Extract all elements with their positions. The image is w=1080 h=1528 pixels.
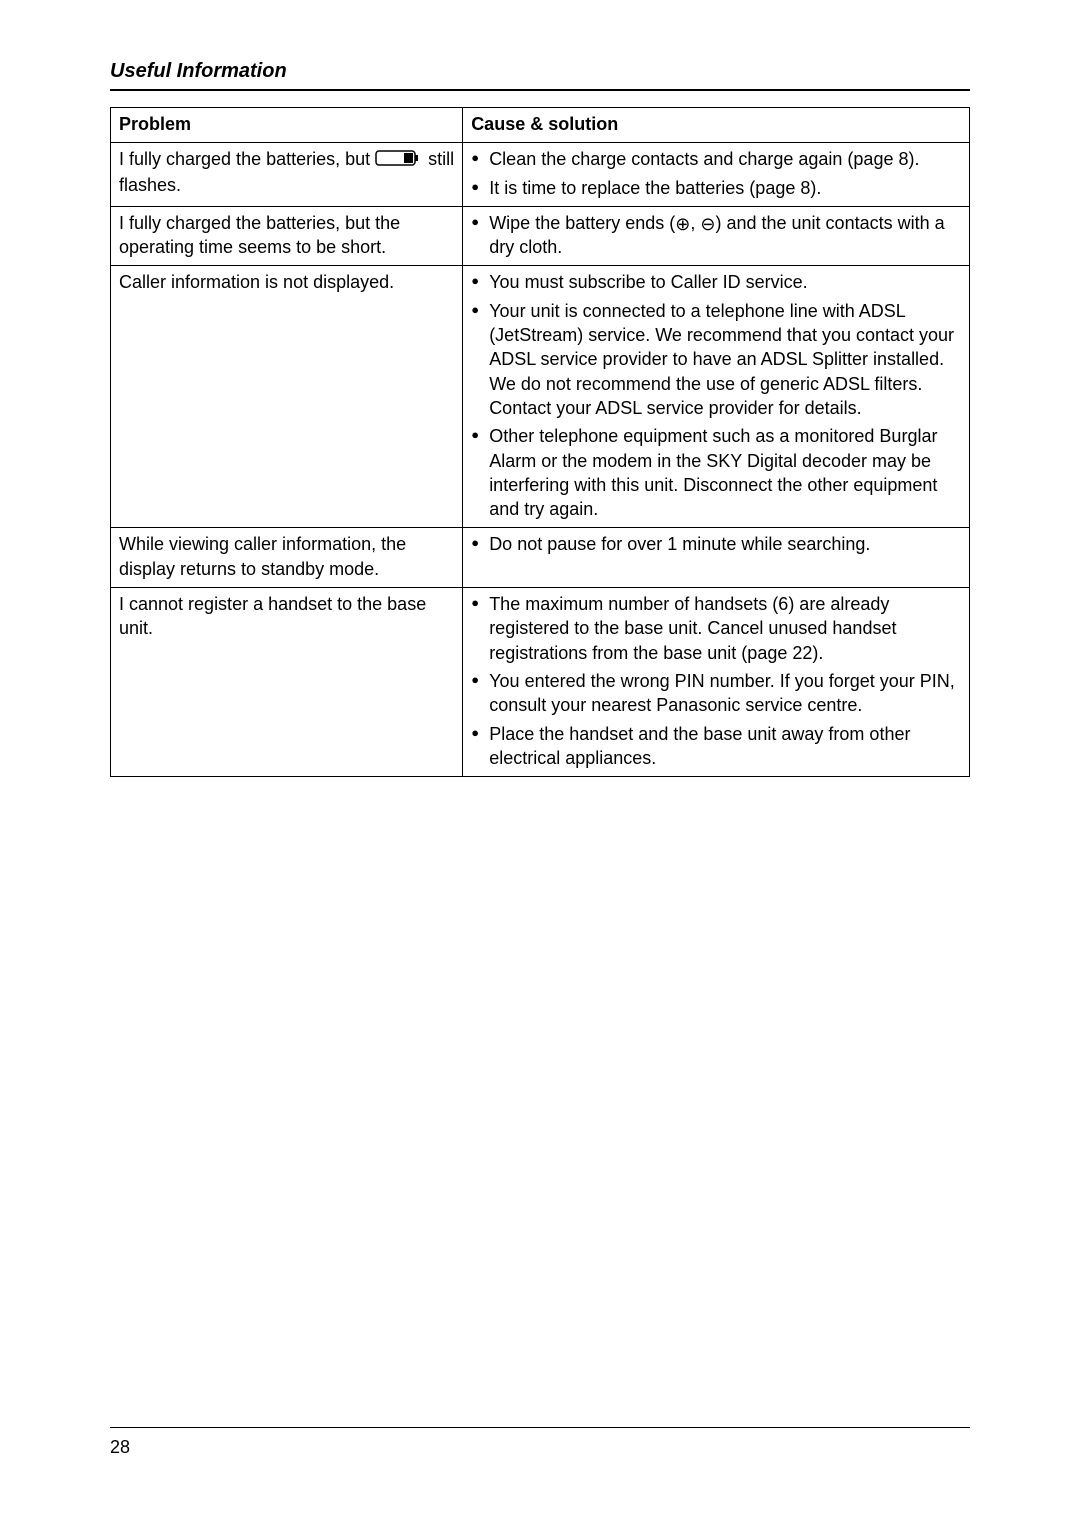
cause-text-prefix: Wipe the battery ends ( (489, 213, 675, 233)
table-row: I cannot register a handset to the base … (111, 588, 970, 777)
table-header-problem: Problem (111, 108, 463, 143)
cause-cell: Wipe the battery ends (⊕, ⊖) and the uni… (463, 206, 970, 266)
table-header-cause: Cause & solution (463, 108, 970, 143)
cause-item: It is time to replace the batteries (pag… (471, 176, 961, 200)
cause-item: Clean the charge contacts and charge aga… (471, 147, 961, 171)
cause-cell: You must subscribe to Caller ID service.… (463, 266, 970, 528)
cause-item: Other telephone equipment such as a moni… (471, 424, 961, 521)
cause-cell: Do not pause for over 1 minute while sea… (463, 528, 970, 588)
cause-item: Wipe the battery ends (⊕, ⊖) and the uni… (471, 211, 961, 260)
cause-text-mid: , (690, 213, 700, 233)
problem-cell: While viewing caller information, the di… (111, 528, 463, 588)
problem-cell: Caller information is not displayed. (111, 266, 463, 528)
cause-item: You must subscribe to Caller ID service. (471, 270, 961, 294)
footer-rule (110, 1427, 970, 1428)
minus-circle-icon: ⊖ (700, 215, 715, 233)
cause-item: You entered the wrong PIN number. If you… (471, 669, 961, 718)
table-row: I fully charged the batteries, but still… (111, 143, 970, 207)
problem-cell: I fully charged the batteries, but still… (111, 143, 463, 207)
problem-cell: I cannot register a handset to the base … (111, 588, 463, 777)
cause-item: The maximum number of handsets (6) are a… (471, 592, 961, 665)
table-row: I fully charged the batteries, but the o… (111, 206, 970, 266)
page-number: 28 (110, 1431, 130, 1458)
cause-cell: The maximum number of handsets (6) are a… (463, 588, 970, 777)
cause-item: Your unit is connected to a telephone li… (471, 299, 961, 420)
cause-cell: Clean the charge contacts and charge aga… (463, 143, 970, 207)
section-title: Useful Information (110, 60, 970, 91)
cause-item: Place the handset and the base unit away… (471, 722, 961, 771)
problem-text-prefix: I fully charged the batteries, but (119, 149, 375, 169)
table-row: Caller information is not displayed. You… (111, 266, 970, 528)
table-row: While viewing caller information, the di… (111, 528, 970, 588)
plus-circle-icon: ⊕ (675, 215, 690, 233)
cause-item: Do not pause for over 1 minute while sea… (471, 532, 961, 556)
problem-cell: I fully charged the batteries, but the o… (111, 206, 463, 266)
troubleshooting-table: Problem Cause & solution I fully charged… (110, 107, 970, 777)
battery-icon (375, 148, 419, 172)
